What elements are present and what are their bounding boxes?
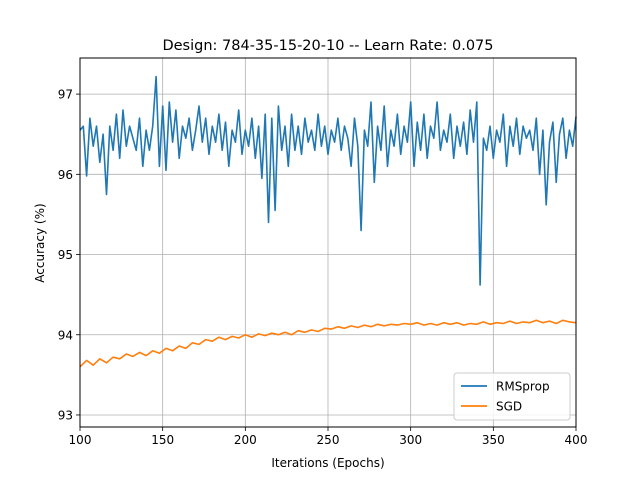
- x-axis-label: Iterations (Epochs): [271, 456, 384, 470]
- chart-title: Design: 784-35-15-20-10 -- Learn Rate: 0…: [162, 38, 493, 54]
- y-axis: 93 94 95 96 97: [58, 88, 80, 422]
- y-tick-label: 95: [58, 248, 73, 262]
- series-layer: [79, 75, 577, 368]
- x-tick-label: 200: [234, 433, 257, 447]
- series-line-rmsprop: [79, 75, 577, 286]
- series-line-sgd: [79, 319, 577, 368]
- y-tick-label: 93: [58, 408, 73, 422]
- y-axis-label: Accuracy (%): [33, 203, 47, 282]
- x-tick-label: 150: [151, 433, 174, 447]
- x-tick-label: 250: [317, 433, 340, 447]
- x-tick-label: 100: [69, 433, 92, 447]
- y-tick-label: 96: [58, 168, 73, 182]
- legend-label: RMSprop: [496, 380, 550, 394]
- x-axis: 100 150 200 250 300 350 400: [69, 427, 588, 447]
- legend-box: [453, 372, 571, 421]
- x-tick-label: 350: [482, 433, 505, 447]
- y-tick-label: 97: [58, 88, 73, 102]
- y-tick-label: 94: [58, 328, 73, 342]
- x-tick-label: 400: [565, 433, 588, 447]
- legend: RMSprop SGD: [453, 372, 571, 421]
- legend-label: SGD: [496, 400, 522, 414]
- x-tick-label: 300: [399, 433, 422, 447]
